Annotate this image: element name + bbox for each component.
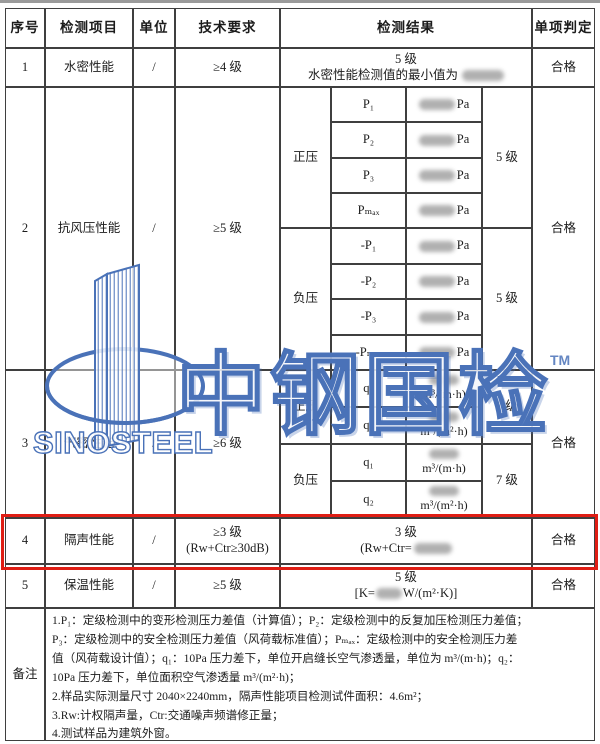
remark-line: 值（风荷载设计值）；q₁：10Pa 压力差下，单位开启缝长空气渗透量，单位为 m… [52,651,520,665]
row3-seq: 3 [5,370,45,518]
row1-item: 水密性能 [45,48,133,87]
row2-positive-grade: 5 级 [482,87,532,228]
remark-line: 2.样品实际测量尺寸 2040×2240mm，隔声性能项目检测试件面积：4.6m… [52,689,429,703]
row4-unit: / [133,518,175,564]
row4-judge: 合格 [532,518,595,564]
row1-result-grade: 5 级 [395,51,417,66]
row5-result-prefix: [K= [354,586,375,600]
row1-result-desc: 水密性能检测值的最小值为 [307,67,458,82]
row3-item: 气密性能 [45,370,133,518]
header-unit: 单位 [133,8,175,48]
row2-param-np2: -P₂ [331,264,406,299]
row5-unit: / [133,564,175,608]
row3-value-nq1: m³/(m·h) [406,444,482,481]
row5-result-suffix: W/(m²·K)] [402,586,458,600]
remark-line: 4.测试样品为建筑外窗。 [52,727,177,741]
row2-param-np3: -P₃ [331,299,406,335]
remark-line: 1.P₁：定级检测中的变形检测压力差值（计算值）；P₂：定级检测中的反复加压检测… [52,614,529,627]
row2-param-p2: P₂ [331,122,406,158]
header-tech: 技术要求 [175,8,280,48]
row2-value-p2: Pa [406,122,482,158]
row3-judge: 合格 [532,370,595,518]
row2-value-p3: Pa [406,158,482,193]
row3-param-q2: q₂ [331,407,406,444]
row5-tech: ≥5 级 [175,564,280,608]
row4-result-grade: 3 级 [395,525,417,540]
row3-negative-label: 负压 [280,444,331,518]
remark-line: 3.Rw:计权隔声量，Ctr:交通噪声频谱修正量； [52,708,284,722]
row5-item: 保温性能 [45,564,133,608]
row2-param-pmax: Pₘₐₓ [331,193,406,228]
row2-param-npmax: -Pₘₐₓ [331,335,406,370]
row2-tech: ≥5 级 [175,87,280,370]
row5-result-grade: 5 级 [395,570,417,585]
row3-positive-label: 正压 [280,370,331,444]
remark-line: 10Pa 压力差下，单位面积空气渗透量 m³/(m²·h)； [52,670,301,684]
row3-negative-grade: 7 级 [482,444,532,518]
row3-value-nq2: m³/(m²·h) [406,481,482,518]
trademark-symbol: TM [550,352,571,368]
row5-judge: 合格 [532,564,595,608]
row2-judge: 合格 [532,87,595,370]
row2-seq: 2 [5,87,45,370]
row4-tech: ≥3 级 (Rw+Ctr≥30dB) [175,518,280,564]
row3-positive-grade: 7 级 [482,370,532,444]
row3-param-q1: q₁ [331,370,406,407]
row3-value-q1: m³/(m·h) [406,370,482,407]
row2-value-npmax: Pa [406,335,482,370]
row5-seq: 5 [5,564,45,608]
row5-result: 5 级 [K= W/(m²·K)] [280,564,532,608]
header-item: 检测项目 [45,8,133,48]
row1-result: 5 级 水密性能检测值的最小值为 [280,48,532,87]
row2-negative-label: 负压 [280,228,331,370]
row2-positive-label: 正压 [280,87,331,228]
row2-value-p1: Pa [406,87,482,122]
row4-result: 3 级 (Rw+Ctr= [280,518,532,564]
row3-unit: / [133,370,175,518]
row2-value-np1: Pa [406,228,482,264]
header-judge: 单项判定 [532,8,595,48]
row3-tech: ≥6 级 [175,370,280,518]
row2-value-np2: Pa [406,264,482,299]
row2-item: 抗风压性能 [45,87,133,370]
row2-param-p1: P₁ [331,87,406,122]
row2-negative-grade: 5 级 [482,228,532,370]
row2-param-p3: P₃ [331,158,406,193]
remarks-label: 备注 [5,608,45,741]
row3-param-nq2: q₂ [331,481,406,518]
row3-value-q2: m³/(m²·h) [406,407,482,444]
row2-value-np3: Pa [406,299,482,335]
row4-item: 隔声性能 [45,518,133,564]
remarks-body: 1.P₁：定级检测中的变形检测压力差值（计算值）；P₂：定级检测中的反复加压检测… [45,608,595,741]
row1-judge: 合格 [532,48,595,87]
header-result: 检测结果 [280,8,532,48]
row2-param-np1: -P₁ [331,228,406,264]
row2-value-pmax: Pa [406,193,482,228]
remark-line: P₃：定级检测中的安全检测压力差值（风荷载标准值）；Pₘₐₓ：定级检测中的安全检… [52,632,518,646]
row1-unit: / [133,48,175,87]
row3-param-nq1: q₁ [331,444,406,481]
redacted-value [413,543,452,555]
header-seq: 序号 [5,8,45,48]
redacted-value [462,69,504,81]
row4-result-prefix: (Rw+Ctr= [360,541,412,555]
scan-artifact-strip [0,0,600,3]
row1-seq: 1 [5,48,45,87]
row1-tech: ≥4 级 [175,48,280,87]
redacted-value [375,588,402,600]
row4-seq: 4 [5,518,45,564]
row2-unit: / [133,87,175,370]
